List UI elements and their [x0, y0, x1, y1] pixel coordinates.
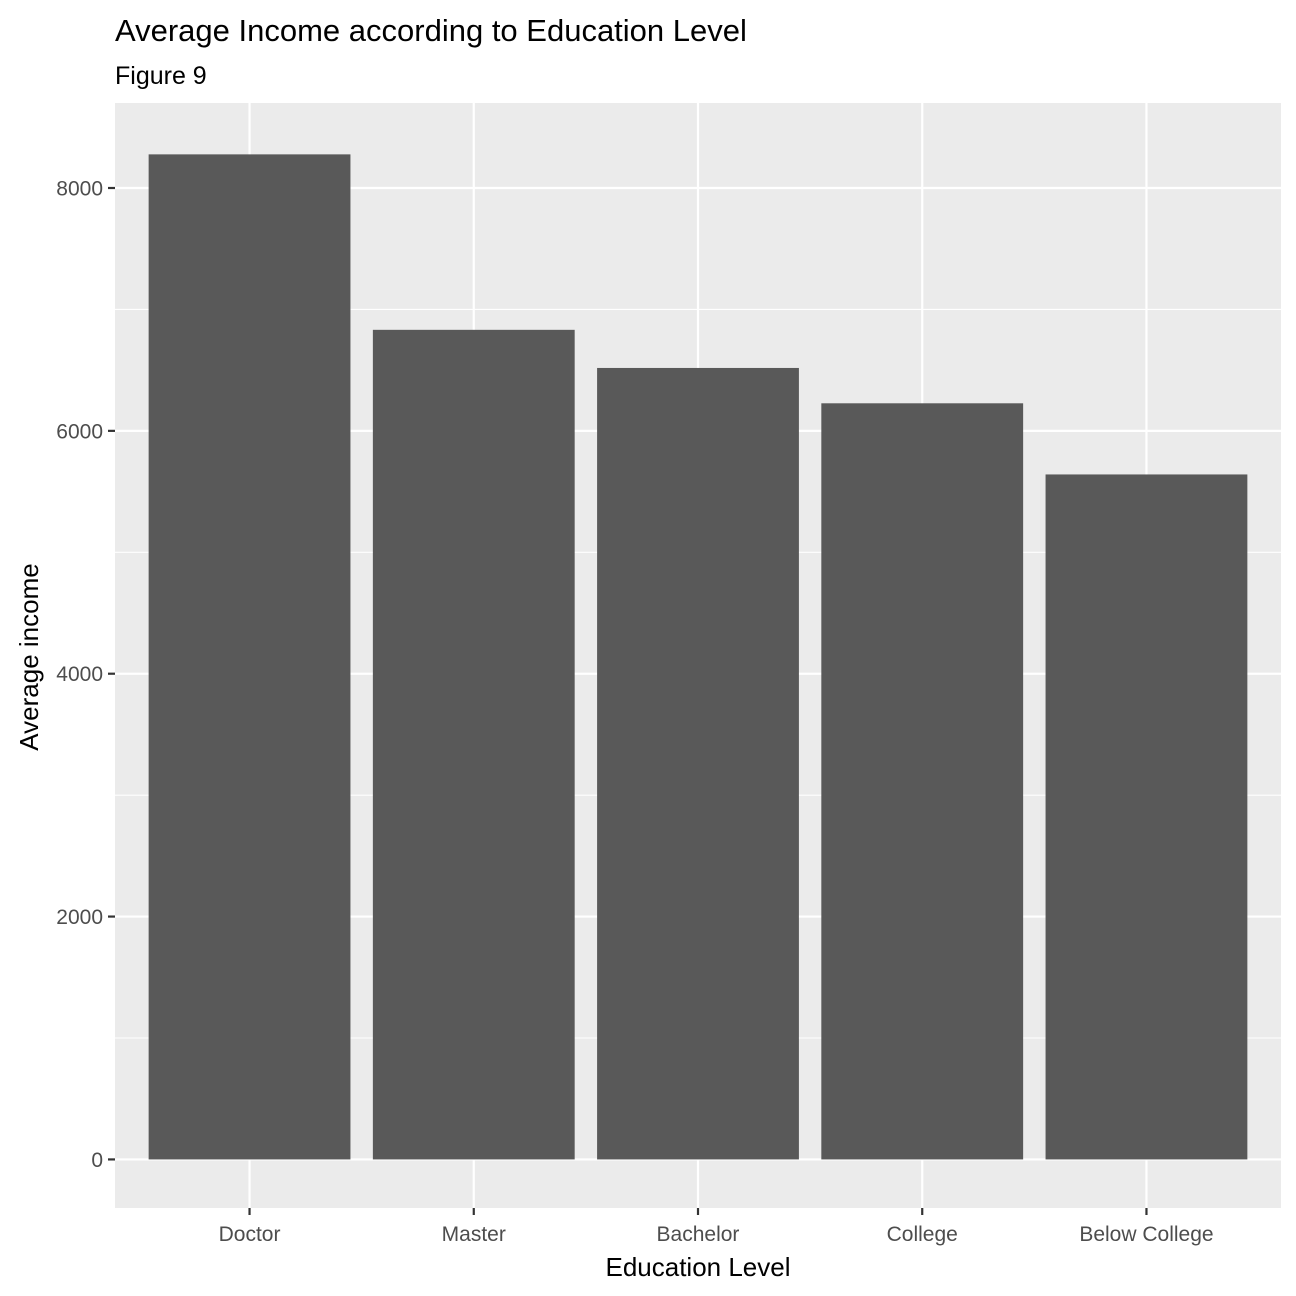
y-tick-label: 2000 [56, 906, 103, 929]
bars [148, 154, 1248, 1160]
bar-doctor [148, 154, 351, 1160]
x-tick-label: Master [442, 1223, 506, 1246]
x-tick-label: College [887, 1223, 958, 1246]
axis-ticks: 0 2000 4000 6000 8000 Doctor Master Bachelor Col… [56, 178, 1213, 1247]
x-tick-label: Below College [1079, 1223, 1213, 1246]
x-axis-title: Education Level [605, 1252, 790, 1282]
y-tick-label: 0 [91, 1149, 103, 1172]
bar-college [821, 403, 1024, 1160]
y-axis-title: Average income [14, 563, 44, 750]
x-tick-label: Bachelor [657, 1223, 740, 1246]
y-tick-label: 8000 [56, 178, 103, 201]
x-tick-label: Doctor [219, 1223, 281, 1246]
chart-subtitle: Figure 9 [115, 62, 207, 90]
chart-title: Average Income according to Education Le… [115, 13, 747, 48]
bar-below-college [1045, 474, 1248, 1160]
y-tick-label: 4000 [56, 663, 103, 686]
y-tick-label: 6000 [56, 420, 103, 443]
bar-master [372, 329, 575, 1160]
bar-bachelor [597, 367, 799, 1160]
